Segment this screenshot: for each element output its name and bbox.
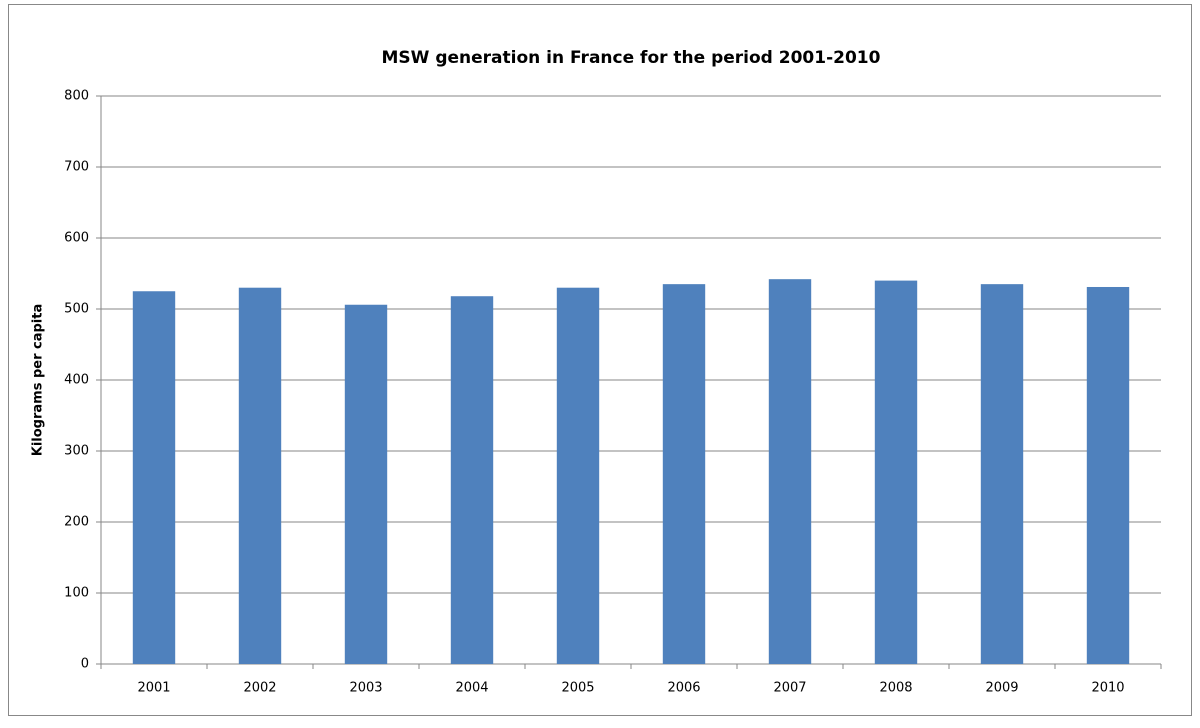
y-tick-label: 300: [64, 444, 89, 459]
bar: [238, 287, 282, 664]
x-tick-label: 2004: [455, 681, 488, 696]
bar: [450, 296, 494, 664]
x-tick-label: 2010: [1091, 681, 1124, 696]
y-tick-label: 0: [81, 657, 89, 672]
y-tick-label: 500: [64, 302, 89, 317]
y-tick-label: 800: [64, 89, 89, 104]
bar: [132, 291, 176, 664]
bar: [556, 287, 600, 664]
y-tick-label: 700: [64, 160, 89, 175]
x-tick-label: 2009: [985, 681, 1018, 696]
x-tick-label: 2007: [773, 681, 806, 696]
chart-title: MSW generation in France for the period …: [382, 48, 881, 68]
bar: [1086, 286, 1130, 664]
bar: [768, 279, 812, 664]
x-tick-label: 2002: [243, 681, 276, 696]
bar: [874, 280, 918, 664]
bar: [662, 284, 706, 664]
y-tick-label: 100: [64, 586, 89, 601]
y-tick-label: 200: [64, 515, 89, 530]
x-tick-label: 2005: [561, 681, 594, 696]
x-tick-label: 2006: [667, 681, 700, 696]
y-tick-label: 600: [64, 231, 89, 246]
x-tick-label: 2003: [349, 681, 382, 696]
y-axis-label: Kilograms per capita: [31, 304, 46, 457]
bar: [344, 304, 388, 664]
bar: [980, 284, 1024, 664]
x-tick-label: 2001: [137, 681, 170, 696]
x-tick-label: 2008: [879, 681, 912, 696]
y-tick-label: 400: [64, 373, 89, 388]
